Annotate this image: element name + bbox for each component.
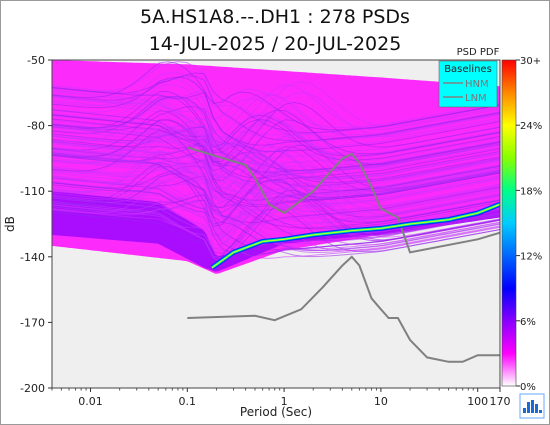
psd-trace bbox=[52, 119, 500, 208]
psd-trace bbox=[52, 129, 500, 224]
psd-trace bbox=[52, 165, 500, 223]
y-tick-label: -80 bbox=[27, 120, 45, 133]
psd-trace bbox=[52, 173, 500, 251]
colorbar-tick-label: 6% bbox=[520, 317, 536, 328]
psd-trace bbox=[52, 95, 500, 139]
y-axis-label: dB bbox=[3, 216, 17, 232]
psd-trace bbox=[52, 142, 500, 195]
psd-trace bbox=[52, 84, 500, 129]
mode-band-core bbox=[211, 203, 500, 269]
psd-trace bbox=[52, 95, 500, 173]
psd-trace bbox=[52, 84, 500, 166]
psd-trace bbox=[52, 101, 500, 168]
y-tick-label: -170 bbox=[20, 316, 45, 329]
psd-trace bbox=[52, 123, 500, 182]
x-tick-label: 10 bbox=[374, 395, 388, 408]
psd-trace bbox=[52, 189, 500, 255]
psd-trace bbox=[52, 160, 500, 213]
colorbar-tick-label: 0% bbox=[520, 382, 536, 393]
density-layer bbox=[52, 60, 500, 363]
psd-trace bbox=[52, 195, 500, 259]
psd-trace bbox=[52, 99, 500, 194]
psd-trace bbox=[52, 81, 500, 151]
psd-trace bbox=[52, 180, 500, 259]
psd-trace bbox=[52, 136, 500, 207]
psd-trace bbox=[52, 94, 500, 140]
psd-trace bbox=[52, 118, 500, 162]
psd-trace bbox=[52, 192, 500, 263]
psd-trace bbox=[52, 178, 500, 227]
baseline-lnm bbox=[187, 255, 500, 363]
y-tick-label: -110 bbox=[20, 185, 45, 198]
psd-trace bbox=[52, 198, 500, 253]
x-axis-label: Period (Sec) bbox=[240, 405, 312, 419]
legend: Baselines HNM LNM bbox=[438, 60, 498, 108]
chart-subtitle: 14-JUL-2025 / 20-JUL-2025 bbox=[148, 33, 402, 55]
psd-trace bbox=[52, 131, 500, 226]
legend-entry: LNM bbox=[465, 93, 487, 104]
psd-trace bbox=[52, 165, 500, 231]
psd-trace bbox=[52, 86, 500, 131]
legend-box bbox=[438, 60, 498, 108]
colorbar-tick-label: 18% bbox=[520, 186, 542, 197]
psd-trace bbox=[52, 127, 500, 196]
colorbar-tick-label: 24% bbox=[520, 121, 542, 132]
colorbar bbox=[501, 59, 517, 387]
psd-trace bbox=[52, 91, 500, 161]
x-tick-label: 170 bbox=[490, 395, 511, 408]
corner-logo bbox=[519, 393, 545, 419]
x-tick-label: 1 bbox=[281, 395, 288, 408]
colorbar-tick-label: 30+ bbox=[520, 56, 541, 67]
colorbar-title: PSD PDF bbox=[457, 47, 500, 58]
psd-trace bbox=[52, 201, 500, 250]
y-tick-label: -140 bbox=[20, 251, 45, 264]
psd-trace bbox=[52, 61, 500, 146]
psd-trace bbox=[52, 122, 500, 216]
legend-title: Baselines bbox=[444, 64, 492, 75]
x-tick-label: 0.01 bbox=[78, 395, 103, 408]
psd-trace bbox=[52, 117, 500, 172]
colorbar-tick-label: 12% bbox=[520, 252, 542, 263]
legend-entry: HNM bbox=[465, 79, 489, 90]
psd-trace bbox=[52, 97, 500, 176]
psd-trace bbox=[52, 113, 500, 155]
psd-trace bbox=[52, 132, 500, 203]
chart-title: 5A.HS1A8.--.DH1 : 278 PSDs bbox=[140, 6, 410, 28]
y-tick-label: -50 bbox=[27, 54, 45, 67]
psd-trace bbox=[52, 118, 500, 161]
psd-trace bbox=[52, 137, 500, 189]
psd-trace bbox=[52, 134, 500, 200]
psd-trace bbox=[52, 143, 500, 213]
psd-trace bbox=[52, 152, 500, 196]
y-tick-label: -200 bbox=[20, 382, 45, 395]
baseline-hnm bbox=[187, 146, 500, 254]
x-tick-label: 100 bbox=[467, 395, 488, 408]
x-tick-label: 0.1 bbox=[179, 395, 197, 408]
psd-trace bbox=[52, 160, 500, 228]
plot-border bbox=[51, 59, 501, 389]
